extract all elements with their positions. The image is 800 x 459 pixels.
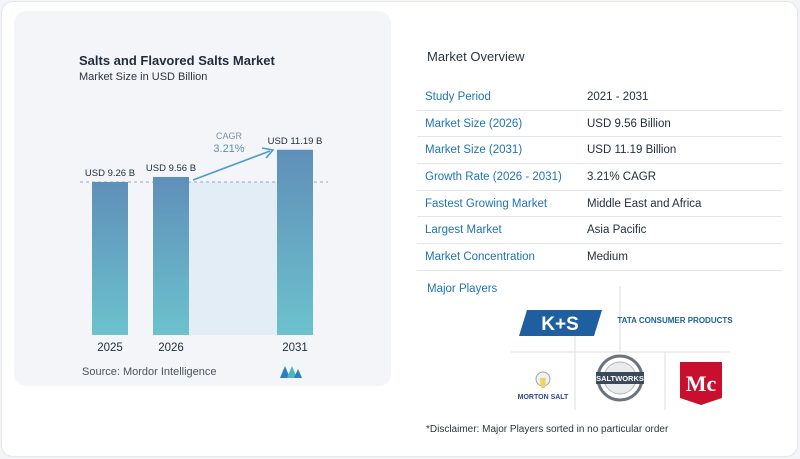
- overview-title: Market Overview: [427, 49, 525, 64]
- bar-value-label: USD 9.26 B: [85, 168, 135, 179]
- source-text: Source: Mordor Intelligence: [82, 366, 217, 378]
- overview-row: Fastest Growing Market Middle East and Af…: [417, 191, 782, 218]
- overview-row: Largest Market Asia Pacific: [417, 217, 782, 245]
- overview-key: Market Size (2026): [425, 117, 523, 130]
- x-tick-label: 2026: [158, 342, 184, 354]
- overview-value: Asia Pacific: [587, 224, 647, 237]
- x-tick-label: 2031: [282, 342, 308, 354]
- projection-shade: [189, 182, 277, 335]
- overview-row: Study Period 2021 - 2031: [417, 84, 782, 111]
- cagr-label: CAGR: [216, 131, 243, 141]
- bar-2026: [153, 176, 189, 335]
- disclaimer: *Disclaimer: Major Players sorted in no …: [426, 424, 669, 435]
- overview-value: USD 9.56 Billion: [587, 117, 671, 130]
- bar-value-label: USD 9.56 B: [146, 163, 196, 174]
- overview-key: Growth Rate (2026 - 2031): [425, 170, 562, 183]
- players-title: Major Players: [427, 283, 498, 295]
- overview-value: Medium: [587, 250, 628, 263]
- cagr-arrow: [192, 150, 271, 181]
- cagr-value: 3.21%: [213, 143, 244, 155]
- overview-key: Market Concentration: [425, 250, 535, 263]
- overview-table: Study Period 2021 - 2031 Market Size (2026…: [417, 84, 782, 271]
- overview-row: Market Concentration Medium: [417, 244, 782, 271]
- bar-2025: [92, 182, 128, 335]
- overview-value: Middle East and Africa: [587, 197, 702, 210]
- overview-row: Market Size (2026) USD 9.56 Billion: [417, 111, 782, 138]
- overview-row: Market Size (2031) USD 11.19 Billion: [417, 137, 782, 165]
- mordor-logo-icon: [280, 366, 302, 378]
- cagr-arrow-head: [261, 147, 275, 159]
- overview-key: Study Period: [425, 90, 491, 103]
- overview-key: Market Size (2031): [425, 144, 523, 157]
- overview-row: Growth Rate (2026 - 2031) 3.21% CAGR: [417, 164, 782, 191]
- overview-value: 3.21% CAGR: [587, 170, 657, 183]
- bar-value-label: USD 11.19 B: [268, 136, 323, 147]
- bar-2031: [277, 149, 313, 335]
- overview-value: 2021 - 2031: [587, 90, 649, 103]
- overview-key: Fastest Growing Market: [425, 197, 548, 210]
- overview-key: Largest Market: [425, 224, 502, 237]
- overview-value: USD 11.19 Billion: [587, 144, 677, 157]
- chart-subtitle: Market Size in USD Billion: [79, 71, 208, 83]
- x-tick-label: 2025: [97, 342, 123, 354]
- bar-chart: USD 9.26 B 2025 USD 9.56 B 2026 USD 11.19 B 2…: [80, 131, 328, 354]
- chart-title: Salts and Flavored Salts Market: [79, 53, 275, 68]
